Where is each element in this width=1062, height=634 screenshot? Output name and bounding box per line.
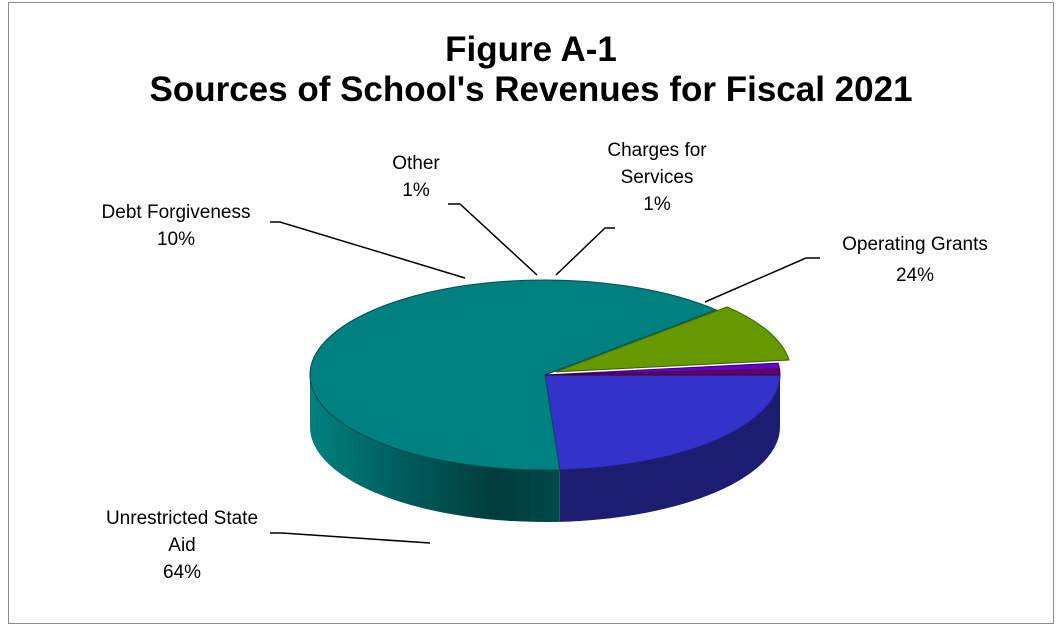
data-label-percent: 10%	[157, 229, 195, 250]
data-label-name: Other	[392, 153, 440, 174]
leader-line	[270, 221, 466, 279]
pie-side-operating-grants	[559, 375, 780, 522]
data-label-percent: 24%	[896, 265, 934, 286]
pie-slice-charges-for-services	[544, 368, 781, 376]
data-label-name: Charges for	[607, 140, 707, 161]
data-label-name: Services	[621, 167, 694, 188]
chart-subtitle: Sources of School's Revenues for Fiscal …	[149, 70, 913, 109]
chart-title: Figure A-1	[445, 30, 617, 69]
pie-slice-operating-grants	[544, 374, 781, 471]
data-label-name: Unrestricted State	[106, 508, 258, 529]
data-label-percent: 1%	[643, 194, 671, 215]
data-label-percent: 1%	[402, 180, 430, 201]
data-label-name: Debt Forgiveness	[102, 202, 251, 223]
pie-slice-debt-forgiveness	[555, 306, 790, 373]
data-label-percent: 64%	[163, 562, 201, 583]
leader-line	[704, 257, 820, 303]
leader-line	[448, 203, 538, 276]
data-label-name: Aid	[168, 535, 195, 556]
leader-line	[555, 227, 615, 276]
leader-line	[270, 532, 431, 544]
pie-side-unrestricted-state-aid	[310, 375, 560, 522]
pie-slice-unrestricted-state-aid	[309, 279, 718, 471]
data-label-name: Operating Grants	[842, 234, 988, 255]
